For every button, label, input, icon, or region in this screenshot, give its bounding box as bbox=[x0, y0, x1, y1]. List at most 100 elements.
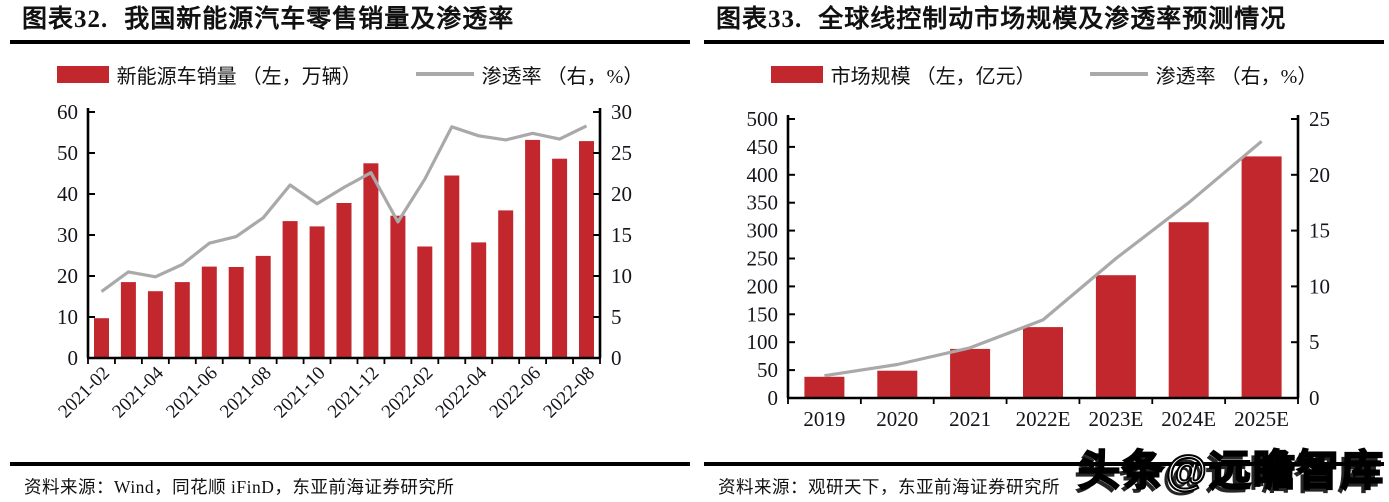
x-tick-label: 2021-10 bbox=[270, 363, 330, 423]
legend-item-penetration: 渗透率 （右，%） bbox=[415, 60, 644, 89]
bar-2021-02 bbox=[94, 318, 109, 358]
legend: 市场规模 （左，亿元） 渗透率 （右，%） bbox=[704, 60, 1384, 89]
legend-item-penetration: 渗透率 （右，%） bbox=[1089, 60, 1318, 89]
legend-label: 市场规模 （左，亿元） bbox=[830, 65, 1036, 88]
y-tick-label-right: 20 bbox=[1309, 163, 1330, 187]
line-swatch-icon bbox=[1089, 72, 1148, 76]
y-tick-label-right: 10 bbox=[1309, 274, 1330, 298]
bar-2022-01 bbox=[390, 215, 406, 358]
source-note: 资料来源：Wind，同花顺 iFinD，东亚前海证券研究所 bbox=[10, 462, 690, 499]
y-tick-label-left: 20 bbox=[57, 264, 78, 288]
y-tick-label-right: 25 bbox=[611, 141, 632, 165]
legend-label: 渗透率 （右，%） bbox=[481, 65, 644, 88]
x-tick-label: 2022-04 bbox=[432, 362, 492, 422]
bar-2022-05 bbox=[498, 210, 514, 358]
watermark: 头条@远瞻智库 bbox=[1077, 446, 1385, 495]
panel-nev-sales: 图表32. 我国新能源汽车零售销量及渗透率 新能源车销量 （左，万辆） 渗透率 … bbox=[10, 3, 690, 499]
legend-item-market-size: 市场规模 （左，亿元） bbox=[770, 60, 1036, 89]
bar-2022-03 bbox=[444, 175, 460, 358]
x-tick-label: 2019 bbox=[803, 407, 845, 431]
x-tick-label: 2024E bbox=[1161, 407, 1216, 431]
y-tick-label-left: 150 bbox=[747, 302, 779, 326]
bar-2022-06 bbox=[525, 139, 541, 358]
y-tick-label-left: 500 bbox=[747, 107, 779, 131]
y-tick-label-right: 5 bbox=[1309, 330, 1320, 354]
bar-2022-08 bbox=[579, 141, 594, 358]
figure-number: 图表33. bbox=[716, 6, 803, 33]
bar-swatch-icon bbox=[770, 65, 823, 83]
panel-brake-by-wire: 图表33. 全球线控制动市场规模及渗透率预测情况 市场规模 （左，亿元） 渗透率… bbox=[704, 3, 1384, 499]
line-swatch-icon bbox=[415, 72, 474, 76]
figure-title-text: 我国新能源汽车零售销量及渗透率 bbox=[124, 6, 515, 33]
bar-2022-02 bbox=[417, 246, 433, 358]
x-tick-label: 2021-08 bbox=[216, 363, 276, 423]
y-tick-label-right: 20 bbox=[611, 182, 632, 206]
bar-2021-11 bbox=[336, 203, 352, 358]
bar-2024E bbox=[1168, 222, 1209, 398]
legend-label: 新能源车销量 （左，万辆） bbox=[116, 65, 362, 88]
x-tick-label: 2022-08 bbox=[539, 363, 599, 423]
y-tick-label-left: 350 bbox=[747, 191, 779, 215]
x-tick-label: 2021-12 bbox=[324, 363, 384, 423]
chart-title: 图表33. 全球线控制动市场规模及渗透率预测情况 bbox=[704, 3, 1384, 44]
y-tick-label-left: 200 bbox=[747, 274, 779, 298]
bar-2021-07 bbox=[228, 267, 244, 358]
y-tick-label-left: 0 bbox=[68, 346, 79, 370]
y-tick-label-left: 60 bbox=[57, 100, 78, 124]
y-tick-label-left: 300 bbox=[747, 219, 779, 243]
y-tick-label-left: 400 bbox=[747, 163, 779, 187]
x-tick-label: 2021-02 bbox=[54, 363, 114, 423]
legend-label: 渗透率 （右，%） bbox=[1155, 65, 1318, 88]
chart-title: 图表32. 我国新能源汽车零售销量及渗透率 bbox=[10, 3, 690, 44]
bar-2021-06 bbox=[201, 266, 217, 358]
bar-2025E bbox=[1241, 156, 1282, 398]
figure-number: 图表32. bbox=[22, 6, 109, 33]
x-tick-label: 2025E bbox=[1234, 407, 1289, 431]
bar-2019 bbox=[804, 376, 845, 398]
y-tick-label-right: 0 bbox=[611, 346, 622, 370]
y-tick-label-right: 25 bbox=[1309, 107, 1330, 131]
brake-by-wire-chart: 0501001502002503003504004505000510152025… bbox=[747, 107, 1331, 431]
x-tick-label: 2022E bbox=[1016, 407, 1071, 431]
nev-sales-chart: 01020304050600510152025302021-022021-042… bbox=[54, 100, 632, 423]
y-tick-label-left: 40 bbox=[57, 182, 78, 206]
bar-2022-04 bbox=[471, 242, 487, 358]
y-tick-label-right: 15 bbox=[1309, 219, 1330, 243]
y-tick-label-left: 50 bbox=[57, 141, 78, 165]
x-tick-label: 2021-06 bbox=[162, 363, 222, 423]
figure-title-text: 全球线控制动市场规模及渗透率预测情况 bbox=[818, 6, 1287, 33]
penetration-line bbox=[824, 140, 1263, 378]
legend-item-sales: 新能源车销量 （左，万辆） bbox=[56, 60, 362, 89]
y-tick-label-left: 10 bbox=[57, 305, 78, 329]
x-tick-label: 2021 bbox=[949, 407, 991, 431]
y-tick-label-left: 0 bbox=[768, 386, 779, 410]
y-tick-label-right: 0 bbox=[1309, 386, 1320, 410]
bar-2021-05 bbox=[174, 282, 190, 358]
y-tick-label-left: 450 bbox=[747, 135, 779, 159]
bar-swatch-icon bbox=[56, 65, 109, 83]
y-tick-label-right: 10 bbox=[611, 264, 632, 288]
y-tick-label-left: 50 bbox=[757, 358, 778, 382]
bar-2021-03 bbox=[120, 282, 136, 358]
y-tick-label-right: 5 bbox=[611, 305, 622, 329]
legend: 新能源车销量 （左，万辆） 渗透率 （右，%） bbox=[10, 60, 690, 89]
bar-2023E bbox=[1095, 275, 1136, 398]
bar-2021 bbox=[950, 348, 991, 398]
y-tick-label-left: 100 bbox=[747, 330, 779, 354]
y-tick-label-left: 30 bbox=[57, 223, 78, 247]
bar-2022E bbox=[1023, 327, 1063, 398]
bar-2021-12 bbox=[363, 163, 379, 359]
bar-2022-07 bbox=[552, 158, 568, 358]
y-tick-label-right: 15 bbox=[611, 223, 632, 247]
bar-2021-10 bbox=[309, 226, 325, 358]
x-tick-label: 2020 bbox=[876, 407, 918, 431]
bar-2021-08 bbox=[255, 255, 271, 358]
source-note: 资料来源：观研天下，东亚前海证券研究所 bbox=[704, 462, 1384, 499]
x-tick-label: 2023E bbox=[1088, 407, 1143, 431]
x-tick-label: 2022-06 bbox=[486, 363, 546, 423]
x-tick-label: 2021-04 bbox=[108, 362, 168, 422]
y-tick-label-left: 250 bbox=[747, 247, 779, 271]
bar-2021-09 bbox=[282, 221, 298, 358]
x-tick-label: 2022-02 bbox=[378, 363, 438, 423]
